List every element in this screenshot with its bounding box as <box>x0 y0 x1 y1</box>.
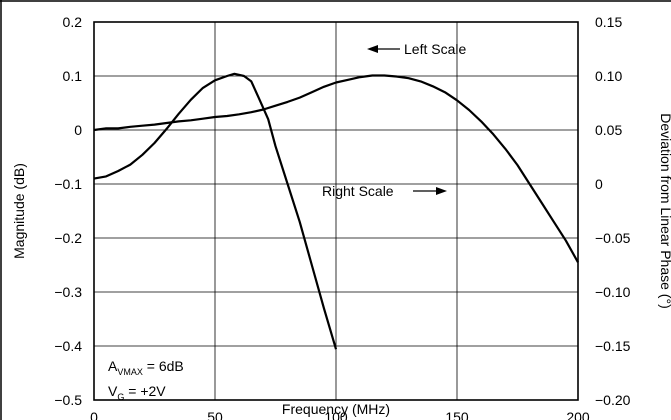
left-scale-label: Left Scale <box>404 41 466 57</box>
y-tick-label-1: 0.1 <box>63 68 83 84</box>
y-tick-label-5: −0.3 <box>54 284 82 300</box>
y2-tick-label-2: 0.05 <box>595 122 622 138</box>
y2-tick-label-0: 0.15 <box>595 14 622 30</box>
x-tick-label-1: 50 <box>207 409 223 420</box>
x-axis-label: Frequency (MHz) <box>282 401 390 417</box>
y-tick-label-2: 0 <box>74 122 82 138</box>
y-tick-label-6: −0.4 <box>54 338 82 354</box>
svg-text:VG = +2V: VG = +2V <box>108 383 166 402</box>
y-tick-label-0: 0.2 <box>63 14 83 30</box>
series-line-right-scale <box>93 72 338 350</box>
avmax-value: = 6dB <box>143 358 184 374</box>
y-tick-label-7: −0.5 <box>54 392 82 408</box>
series-group <box>93 72 579 350</box>
vg-annotation: VG = +2V <box>108 383 166 402</box>
y2-tick-label-3: 0 <box>595 176 603 192</box>
vg-value: = +2V <box>124 383 166 399</box>
avmax-subscript: VMAX <box>117 367 143 377</box>
x-tick-label-3: 150 <box>445 409 469 420</box>
y2-tick-label-1: 0.10 <box>595 68 622 84</box>
avmax-annotation: AVMAX = 6dB <box>108 358 184 377</box>
y-tick-label-3: −0.1 <box>54 176 82 192</box>
y-axis-label: Magnitude (dB) <box>11 163 27 259</box>
y2-tick-label-5: −0.10 <box>595 284 631 300</box>
x-tick-label-0: 0 <box>90 409 98 420</box>
series-line-left-scale <box>93 74 579 263</box>
y2-tick-label-4: −0.05 <box>595 230 631 246</box>
avmax-symbol: A <box>108 358 118 374</box>
x-tick-label-2: 100 <box>324 409 348 420</box>
svg-text:AVMAX = 6dB: AVMAX = 6dB <box>108 358 184 377</box>
y2-tick-label-7: −0.20 <box>595 392 631 408</box>
right-scale-annotation: Right Scale <box>322 183 447 199</box>
left-scale-annotation: Left Scale <box>367 41 466 57</box>
plot-area-frame <box>93 21 579 401</box>
left-scale-arrow-head <box>367 45 378 53</box>
y-tick-label-4: −0.2 <box>54 230 82 246</box>
right-scale-label: Right Scale <box>322 183 394 199</box>
vg-subscript: G <box>117 392 124 402</box>
right-scale-arrow-head <box>436 187 447 195</box>
vg-symbol: V <box>108 383 118 399</box>
x-tick-label-4: 200 <box>566 409 590 420</box>
right-axis-ticks: 0.15 0.10 0.05 0 −0.05 −0.10 −0.15 −0.20 <box>595 14 631 408</box>
left-axis-ticks: 0.2 0.1 0 −0.1 −0.2 −0.3 −0.4 −0.5 <box>54 14 82 408</box>
y2-axis-label: Deviation from Linear Phase (°) <box>658 113 671 308</box>
y2-tick-label-6: −0.15 <box>595 338 631 354</box>
x-axis-ticks: 0 50 100 150 200 <box>90 409 590 420</box>
